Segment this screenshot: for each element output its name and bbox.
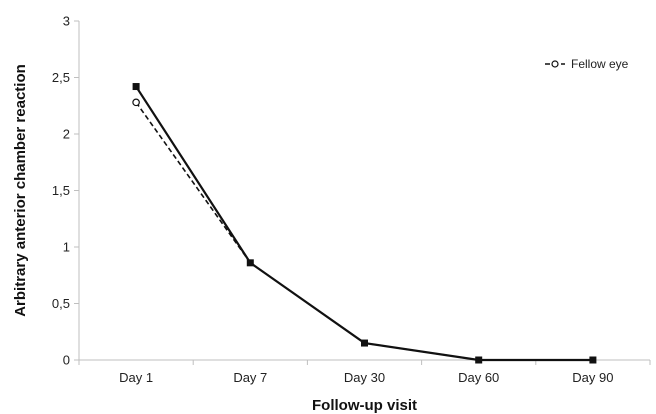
y-tick-label: 2,5: [52, 70, 70, 85]
series-layer: [132, 83, 597, 364]
x-tick-label: Day 60: [458, 370, 499, 385]
y-tick-label: 1: [63, 240, 70, 255]
x-tick-label: Day 90: [572, 370, 613, 385]
legend-marker-fellow-eye: [551, 60, 559, 68]
x-ticks: Day 1 Day 7 Day 30 Day 60 Day 90: [78, 360, 651, 385]
point-treated-eye: [589, 356, 597, 364]
y-tick-label: 0: [63, 353, 70, 368]
y-tick-label: 2: [63, 127, 70, 142]
y-ticks: 0 0,5 1 1,5 2 2,5 3: [52, 14, 79, 368]
point-treated-eye: [132, 83, 140, 91]
legend-label-fellow-eye: Fellow eye: [571, 57, 629, 71]
y-tick-label: 3: [63, 14, 70, 29]
point-fellow-eye: [132, 98, 140, 107]
x-tick-label: Day 7: [233, 370, 267, 385]
y-axis-title: Arbitrary anterior chamber reaction: [12, 64, 29, 317]
point-treated-eye: [246, 259, 254, 267]
point-treated-eye: [361, 339, 368, 347]
series-line-fellow-eye: [135, 101, 593, 361]
x-tick-label: Day 30: [344, 370, 385, 385]
x-tick-label: Day 1: [119, 370, 153, 385]
point-treated-eye: [475, 356, 483, 364]
series-line-treated-eye: [135, 85, 593, 362]
legend: Fellow eye: [545, 57, 629, 71]
y-tick-label: 0,5: [52, 296, 70, 311]
x-axis-title: Follow-up visit: [312, 397, 417, 414]
axes: [78, 21, 650, 361]
y-tick-label: 1,5: [52, 183, 70, 198]
